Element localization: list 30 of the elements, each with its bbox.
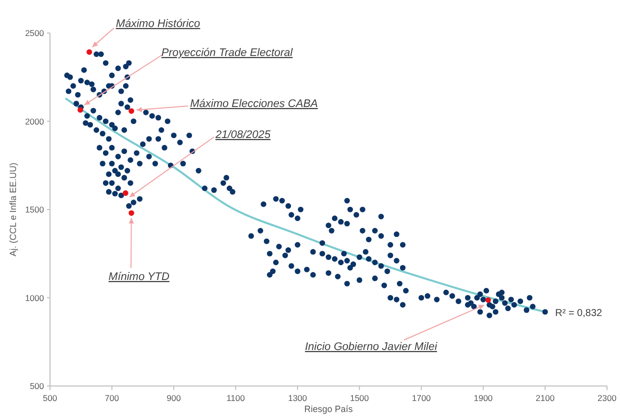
x-tick-label: 1100 bbox=[226, 393, 246, 403]
point bbox=[122, 190, 128, 196]
point bbox=[128, 108, 134, 114]
y-tick-label: 1000 bbox=[25, 292, 44, 303]
y-tick-label: 1500 bbox=[25, 204, 44, 214]
x-axis-title: Riesgo País bbox=[304, 404, 354, 414]
x-tick-label: 2100 bbox=[536, 393, 555, 403]
x-tick-label: 1300 bbox=[288, 393, 308, 403]
y-tick-label: 2000 bbox=[25, 116, 44, 126]
annotation: 21/08/2025 bbox=[214, 129, 272, 141]
x-tick-label: 700 bbox=[104, 393, 120, 403]
y-axis-title: Aj. (CCL e Infla EE.UU) bbox=[8, 162, 18, 256]
point bbox=[485, 297, 491, 303]
x-tick-label: 500 bbox=[42, 393, 58, 403]
annotation: Mínimo YTD bbox=[108, 271, 170, 283]
x-tick-label: 900 bbox=[166, 393, 182, 403]
x-tick-label: 2300 bbox=[598, 393, 617, 403]
x-tick-label: 1500 bbox=[350, 393, 370, 403]
point bbox=[78, 107, 84, 113]
y-tick-label: 500 bbox=[30, 381, 44, 391]
annotation: R² = 0,832 bbox=[555, 308, 603, 319]
x-tick-label: 1900 bbox=[474, 393, 493, 403]
annotation: Inicio Gobierno Javier Milei bbox=[304, 341, 438, 353]
annotation: Máximo Elecciones CABA bbox=[190, 98, 318, 110]
point bbox=[86, 49, 92, 55]
annotation: Máximo Histórico bbox=[116, 18, 200, 30]
y-tick-label: 2500 bbox=[25, 28, 44, 38]
point bbox=[128, 210, 134, 216]
x-tick-label: 1700 bbox=[412, 393, 432, 403]
annotation: Proyección Trade Electoral bbox=[161, 47, 294, 59]
